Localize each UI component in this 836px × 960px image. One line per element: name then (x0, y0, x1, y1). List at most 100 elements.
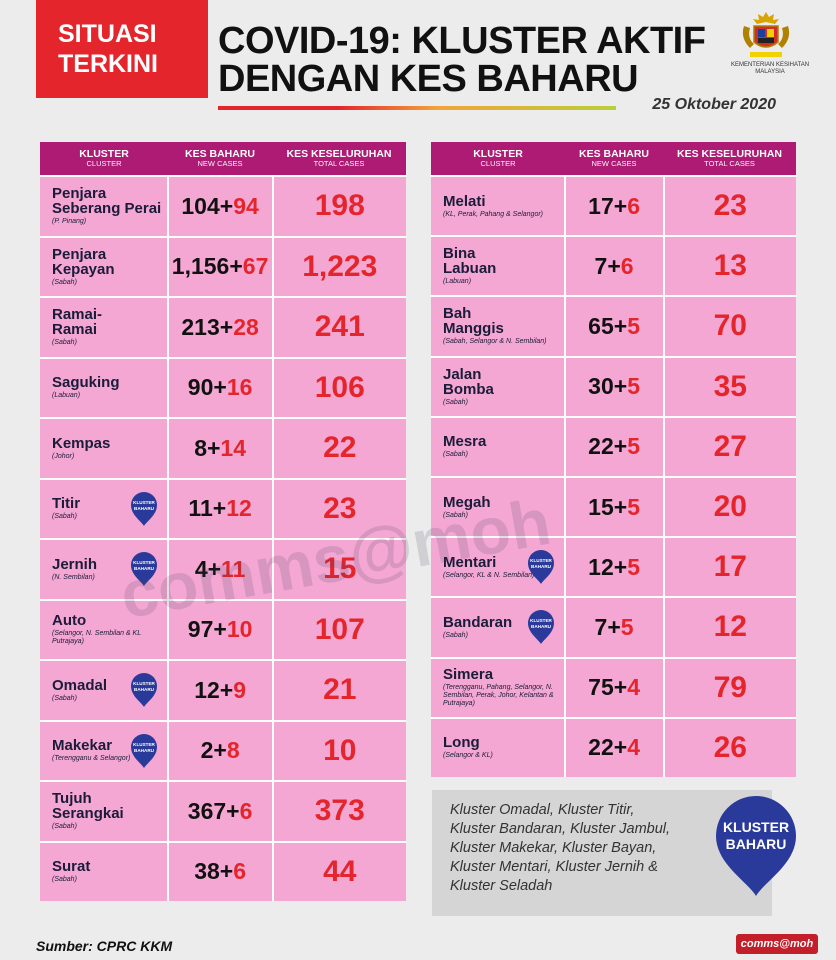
badge-text-2: BAHARU (134, 566, 155, 571)
cluster-state: (Johor) (52, 452, 75, 460)
ministry-line-1: KEMENTERIAN KESIHATAN (730, 62, 810, 68)
total-cases-cell: 12 (664, 598, 797, 657)
header-cluster: KLUSTER CLUSTER (40, 142, 168, 175)
new-cases-added: 8 (226, 737, 240, 764)
new-cases-added: 11 (221, 555, 246, 582)
total-cases-cell: 27 (664, 417, 797, 476)
cluster-name-line-1: Kempas (52, 434, 111, 452)
cluster-name-line-1: Penjara (52, 245, 107, 263)
plus-sign: + (613, 433, 628, 460)
cluster-name: Penjara Seberang Perai (52, 186, 161, 216)
new-cases-added: 6 (233, 858, 247, 885)
total-cases-cell: 70 (664, 297, 797, 356)
new-cases-added: 5 (627, 312, 640, 339)
cluster-name-line-1: Saguking (52, 374, 120, 392)
plus-sign: + (213, 374, 227, 401)
cluster-name-line-1: Omadal (52, 676, 108, 694)
source-credit: Sumber: CPRC KKM (36, 938, 173, 954)
previous-cases: 7 (594, 252, 608, 279)
total-cases-cell: 79 (664, 658, 797, 717)
note-line: Kluster Seladah (450, 878, 553, 894)
new-cases-cell: 12 +9 (168, 661, 272, 720)
cluster-name-cell: Bah Manggis (Sabah, Selangor & N. Sembilan… (431, 297, 564, 356)
cluster-name-cell: Titir (Sabah) KLUSTER BAHARU (40, 479, 167, 538)
cluster-state: (Sabah, Selangor & N. Sembilan) (443, 338, 547, 346)
cluster-state: (Selangor, KL & N. Sembilan) (443, 571, 535, 579)
previous-cases: 65 (588, 312, 614, 339)
cluster-name-cell: Makekar (Terengganu & Selangor) KLUSTER BAH… (40, 721, 167, 780)
cluster-name-line-1: Melati (443, 192, 486, 210)
cluster-state: (Sabah) (52, 694, 77, 702)
plus-sign: + (206, 434, 221, 461)
header-cluster-sublabel: CLUSTER (86, 159, 122, 168)
cluster-name-cell: Jernih (N. Sembilan) KLUSTER BAHARU (40, 540, 167, 599)
plus-sign: + (613, 553, 628, 580)
cluster-name: Kempas (52, 436, 110, 451)
title-line-1: COVID-19: KLUSTER AKTIF (218, 20, 706, 62)
header-total-label: KES KESELURUHAN (286, 148, 392, 160)
previous-cases: 367 (187, 797, 227, 824)
coat-of-arms-icon (742, 12, 790, 57)
header-new-sublabel: NEW CASES (591, 159, 637, 168)
cluster-name-line-1: Bina (443, 245, 476, 263)
header-new-label: KES BAHARU (184, 148, 255, 160)
cluster-name-cell: Auto (Selangor, N. Sembilan & KL Putrajay… (40, 600, 167, 659)
pin-line-1: KLUSTER (723, 819, 789, 835)
cluster-name-line-1: Ramai- (52, 306, 103, 324)
table-body: Penjara Seberang Perai (P. Pinang) 104 +94 19… (40, 177, 406, 901)
header-total-cases: KES KESELURUHAN TOTAL CASES (663, 142, 796, 175)
total-cases-cell: 373 (273, 782, 406, 841)
badge-text-1: KLUSTER (133, 560, 155, 565)
cluster-name: Jernih (52, 557, 97, 572)
plus-sign: + (219, 313, 234, 340)
cluster-name-line-1: Auto (52, 612, 87, 630)
table-body: Melati (KL, Perak, Pahang & Selangor) 17 +6… (431, 177, 797, 777)
previous-cases: 30 (588, 373, 614, 400)
previous-cases: 213 (181, 313, 220, 340)
new-cases-cell: 65 +5 (565, 297, 663, 356)
previous-cases: 75 (588, 674, 614, 701)
badge-text-1: KLUSTER (133, 742, 155, 747)
cluster-table-right: KLUSTER CLUSTER KES BAHARU NEW CASES KES… (431, 142, 797, 777)
header-cluster-label: KLUSTER (79, 148, 129, 160)
previous-cases: 12 (194, 676, 220, 703)
cluster-state: (KL, Perak, Pahang & Selangor) (443, 210, 544, 218)
cluster-state: (Sabah) (443, 398, 468, 406)
plus-sign: + (213, 616, 227, 643)
new-cases-added: 94 (233, 192, 259, 219)
previous-cases: 12 (588, 553, 614, 580)
new-cases-added: 28 (233, 313, 259, 340)
cluster-state: (Selangor, N. Sembilan & KL Putrajaya) (52, 630, 141, 646)
header-cluster-sublabel: CLUSTER (480, 159, 516, 168)
cluster-name: Bina Labuan (443, 246, 496, 276)
cluster-row: Megah (Sabah) 15 +5 20 (431, 477, 797, 537)
plus-sign: + (613, 312, 628, 339)
cluster-state: (Sabah) (443, 451, 468, 459)
cluster-name-line-2: Serangkai (52, 805, 124, 823)
table-header: KLUSTER CLUSTER KES BAHARU NEW CASES KES… (40, 142, 406, 175)
previous-cases: 2 (200, 737, 214, 764)
total-cases-cell: 107 (273, 600, 406, 659)
previous-cases: 90 (187, 374, 214, 401)
plus-sign: + (613, 192, 628, 219)
cluster-name-cell: Surat (Sabah) (40, 842, 167, 901)
cluster-name-cell: Mesra (Sabah) (431, 417, 564, 476)
header-total-label: KES KESELURUHAN (676, 148, 782, 160)
cluster-state: (Sabah) (52, 278, 77, 286)
badge-text-2: BAHARU (134, 687, 155, 692)
cluster-state: (Sabah) (443, 511, 468, 519)
cluster-name: Ramai- Ramai (52, 307, 102, 337)
cluster-name-cell: Omadal (Sabah) KLUSTER BAHARU (40, 661, 167, 720)
new-cases-cell: 22 +5 (565, 417, 663, 476)
cluster-name-line-1: Makekar (52, 737, 113, 755)
header-cluster: KLUSTER CLUSTER (431, 142, 565, 175)
cluster-name-line-1: Mentari (443, 553, 497, 571)
cluster-name-cell: Saguking (Labuan) (40, 358, 167, 417)
cluster-name-line-1: Bah (443, 305, 472, 323)
cluster-name: Mesra (443, 434, 486, 449)
new-cluster-note: Kluster Omadal, Kluster Titir, Kluster B… (432, 790, 772, 916)
total-cases-cell: 17 (664, 538, 797, 597)
cluster-name-cell: Melati (KL, Perak, Pahang & Selangor) (431, 177, 564, 236)
total-cases-cell: 23 (664, 177, 797, 236)
